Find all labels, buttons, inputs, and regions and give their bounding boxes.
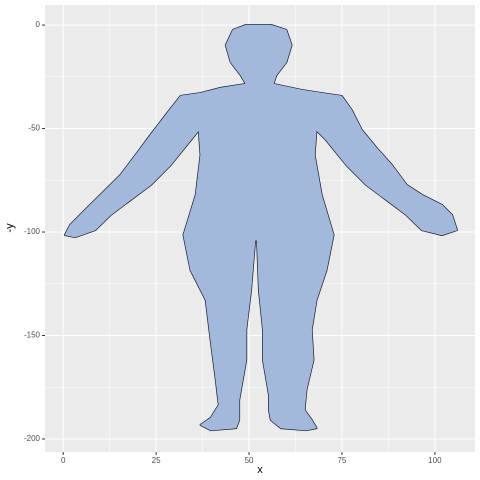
x-axis-title: x — [257, 464, 263, 476]
x-tick-label: 75 — [337, 456, 346, 465]
x-tick-label: 50 — [245, 456, 254, 465]
y-tick-label: -100 — [24, 227, 41, 236]
y-tick-label: -150 — [24, 331, 41, 340]
body-inner — [64, 24, 458, 431]
y-axis-title: -y — [4, 223, 16, 233]
x-tick-label: 25 — [152, 456, 161, 465]
y-tick-label: 0 — [36, 20, 41, 29]
y-tick-label: -200 — [24, 434, 41, 443]
y-tick-label: -50 — [28, 124, 40, 133]
x-tick-label: 0 — [61, 456, 66, 465]
x-tick-label: 100 — [428, 456, 442, 465]
